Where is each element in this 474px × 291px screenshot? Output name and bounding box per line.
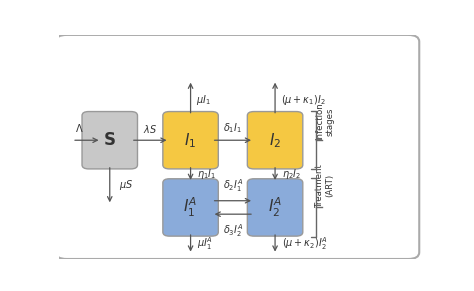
FancyBboxPatch shape (247, 179, 303, 236)
Text: $\eta_2 I_2$: $\eta_2 I_2$ (282, 167, 301, 181)
Text: $(\mu+\kappa_2)I_2^A$: $(\mu+\kappa_2)I_2^A$ (282, 235, 328, 252)
Text: $\mu I_1$: $\mu I_1$ (196, 93, 211, 107)
Text: $\mu S$: $\mu S$ (119, 178, 133, 192)
Text: Infection
stages: Infection stages (315, 102, 335, 140)
FancyBboxPatch shape (55, 35, 419, 259)
FancyBboxPatch shape (163, 179, 219, 236)
Text: $I_2^A$: $I_2^A$ (268, 196, 282, 219)
Text: $\delta_2 I_1^A$: $\delta_2 I_1^A$ (223, 177, 243, 194)
Text: $\Lambda$: $\Lambda$ (75, 122, 84, 134)
FancyBboxPatch shape (163, 111, 219, 169)
Text: $\delta_1 I_1$: $\delta_1 I_1$ (223, 121, 242, 135)
Text: $\mu I_1^A$: $\mu I_1^A$ (197, 235, 213, 252)
Text: $I_1^A$: $I_1^A$ (183, 196, 198, 219)
Text: $(\mu+\kappa_1)I_2$: $(\mu+\kappa_1)I_2$ (281, 93, 325, 107)
FancyBboxPatch shape (247, 111, 303, 169)
Text: $\delta_3 I_2^A$: $\delta_3 I_2^A$ (223, 222, 243, 239)
Text: $\lambda S$: $\lambda S$ (143, 123, 157, 135)
Text: $I_1$: $I_1$ (184, 131, 197, 150)
FancyBboxPatch shape (82, 111, 137, 169)
Text: $I_2$: $I_2$ (269, 131, 281, 150)
Text: $\eta_1 I_1$: $\eta_1 I_1$ (197, 167, 217, 181)
Text: S: S (104, 131, 116, 149)
Text: Treatment
(ART): Treatment (ART) (315, 164, 335, 207)
